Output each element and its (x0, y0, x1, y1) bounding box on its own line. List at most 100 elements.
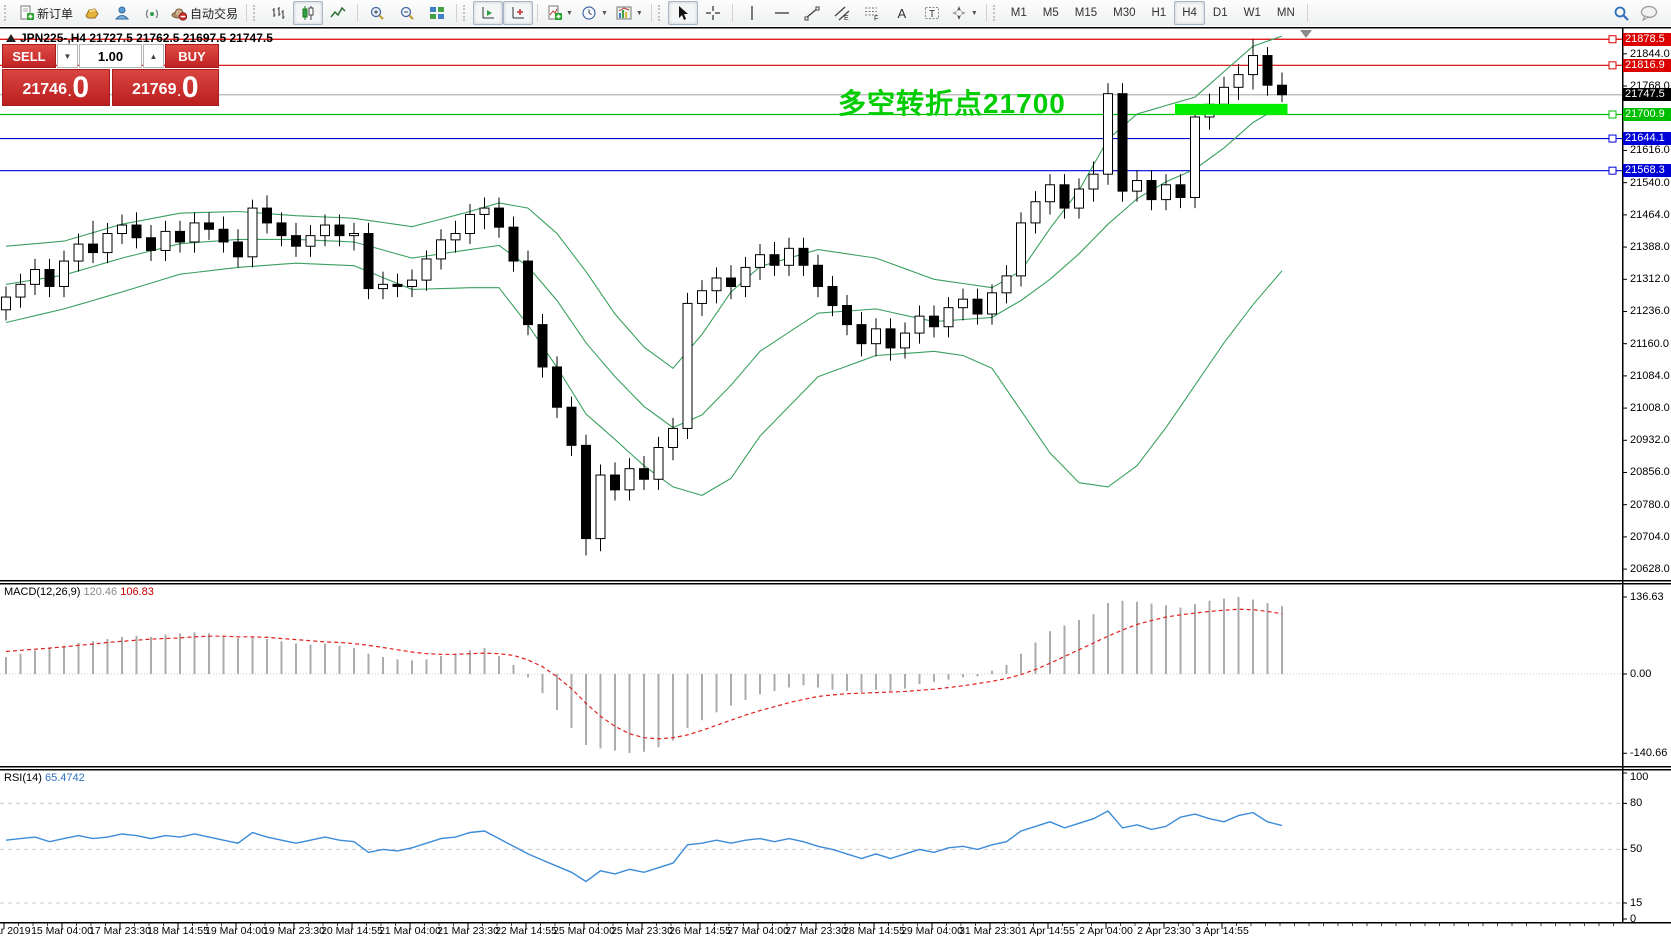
timeframe-w1[interactable]: W1 (1243, 7, 1261, 19)
macd-pane (0, 596, 1622, 753)
time-label: 29 Mar 04:00 (901, 925, 963, 937)
search-icon[interactable] (1613, 5, 1630, 22)
new-order-button[interactable]: 新订单 (14, 1, 77, 25)
sell-button[interactable]: SELL (2, 44, 56, 68)
time-label: 17 Mar 23:30 (89, 925, 151, 937)
timeframe-m30[interactable]: M30 (1113, 7, 1136, 19)
price-marker[interactable]: 21747.5 (1623, 88, 1671, 102)
volume-input[interactable]: 1.00 (79, 44, 142, 68)
mql5-community-button[interactable] (107, 1, 137, 25)
text-label-button[interactable]: T (917, 1, 947, 25)
time-label: 21 Mar 04:00 (379, 925, 441, 937)
line-handle[interactable] (1608, 134, 1617, 143)
time-label: 1 Apr 14:55 (1021, 925, 1075, 937)
timeframe-h1[interactable]: H1 (1151, 7, 1167, 19)
line-handle[interactable] (1608, 35, 1617, 44)
signals-button[interactable] (137, 1, 167, 25)
volume-increase-button[interactable]: ▲ (143, 44, 164, 68)
time-label: 25 Mar 23:30 (611, 925, 673, 937)
crosshair-button[interactable] (698, 1, 728, 25)
cursor-button[interactable] (667, 1, 698, 25)
text-button[interactable]: A (887, 1, 917, 25)
arrows-icon (951, 6, 966, 20)
candlestick-chart-button[interactable] (293, 1, 324, 25)
line-handle[interactable] (1608, 61, 1617, 70)
timeframe-m15[interactable]: M15 (1074, 7, 1098, 19)
timeframe-bar: M1 M5 M15 M30 H1 H4 D1 W1 MN (1003, 1, 1303, 25)
equidistant-channel-icon: E (834, 6, 850, 21)
arrows-button[interactable]: ▼ (947, 1, 982, 25)
trendline-button[interactable] (797, 1, 827, 25)
toolbar-grip[interactable] (4, 5, 11, 21)
line-chart-icon (330, 6, 346, 18)
rsi-tick: 80 (1630, 797, 1643, 810)
rsi-tick: 100 (1630, 771, 1649, 783)
crosshair-icon (705, 6, 720, 20)
chart-annotation-text[interactable]: 多空转折点21700 (838, 88, 1066, 119)
price-marker[interactable]: 21568.3 (1623, 164, 1671, 178)
timeframe-d1[interactable]: D1 (1212, 7, 1228, 19)
zoom-in-icon (370, 6, 384, 20)
macd-tick: 0.00 (1630, 668, 1652, 680)
line-chart-button[interactable] (323, 1, 353, 25)
horizontal-line-button[interactable] (767, 1, 797, 25)
timeframe-m5[interactable]: M5 (1042, 7, 1059, 19)
symbol-ohlc-text: JPN225-,H4 21727.5 21762.5 21697.5 21747… (20, 31, 273, 45)
line-handle[interactable] (1608, 166, 1617, 175)
timeframe-mn[interactable]: MN (1276, 7, 1295, 19)
timeframe-h4[interactable]: H4 (1174, 1, 1205, 25)
price-tick: 21160.0 (1630, 337, 1669, 350)
market-watch-button[interactable] (77, 1, 107, 25)
trendline-icon (804, 6, 820, 21)
price-marker[interactable]: 21700.9 (1623, 107, 1671, 121)
rsi-tick: 50 (1630, 843, 1643, 856)
chart-shift-icon (512, 7, 525, 19)
vertical-line-button[interactable] (737, 1, 767, 25)
price-marker[interactable]: 21644.1 (1623, 132, 1671, 146)
zoom-out-icon (400, 6, 414, 20)
chart-title: JPN225-,H4 21727.5 21762.5 21697.5 21747… (6, 31, 273, 45)
buy-price-main: 21769 (131, 81, 177, 98)
templates-button[interactable]: ▼ (612, 1, 647, 25)
highlight-bar[interactable] (1175, 103, 1288, 115)
bar-chart-button[interactable] (263, 1, 293, 25)
indicators-button[interactable]: ▼ (542, 1, 577, 25)
buy-button[interactable]: BUY (165, 44, 219, 68)
macd-tick: 136.63 (1630, 590, 1664, 603)
sell-price-frac: 0 (72, 71, 90, 104)
price-tick: 21236.0 (1630, 305, 1670, 318)
svg-text:E: E (844, 15, 849, 21)
chat-icon[interactable] (1640, 5, 1659, 21)
text-label-icon: T (924, 7, 939, 20)
price-marker[interactable]: 21816.9 (1623, 58, 1671, 72)
chart-shift-button[interactable] (503, 1, 534, 25)
zoom-out-button[interactable] (392, 1, 422, 25)
periods-button[interactable]: ▼ (577, 1, 612, 25)
time-label: 19 Mar 23:30 (263, 925, 325, 937)
arrows-dropdown[interactable]: ▼ (970, 9, 978, 17)
line-handle[interactable] (1608, 110, 1617, 119)
fibonacci-button[interactable]: F (857, 1, 887, 25)
price-marker[interactable]: 21878.5 (1623, 32, 1671, 46)
buy-price[interactable]: 21769. 0 (111, 69, 219, 106)
market-watch-icon (85, 8, 99, 19)
tile-windows-button[interactable] (422, 1, 452, 25)
volume-decrease-button[interactable]: ▼ (57, 44, 78, 68)
sell-price[interactable]: 21746. 0 (2, 69, 110, 106)
periods-dropdown[interactable]: ▼ (600, 9, 608, 17)
templates-dropdown[interactable]: ▼ (635, 9, 643, 17)
equidistant-channel-button[interactable]: E (827, 1, 857, 25)
time-label: 31 Mar 23:30 (959, 925, 1021, 937)
indicators-icon (548, 5, 563, 20)
price-tick: 20856.0 (1630, 466, 1670, 479)
autotrading-button[interactable]: 自动交易 (167, 1, 242, 25)
zoom-in-button[interactable] (362, 1, 392, 25)
auto-scroll-button[interactable] (473, 1, 504, 25)
indicators-dropdown[interactable]: ▼ (566, 9, 573, 17)
time-label: 3 Apr 14:55 (1195, 925, 1249, 937)
time-label: 18 Mar 14:55 (147, 925, 209, 937)
chart-shift-marker[interactable] (1300, 30, 1312, 38)
pane-borders (0, 27, 1671, 924)
timeframe-m1[interactable]: M1 (1010, 7, 1027, 19)
